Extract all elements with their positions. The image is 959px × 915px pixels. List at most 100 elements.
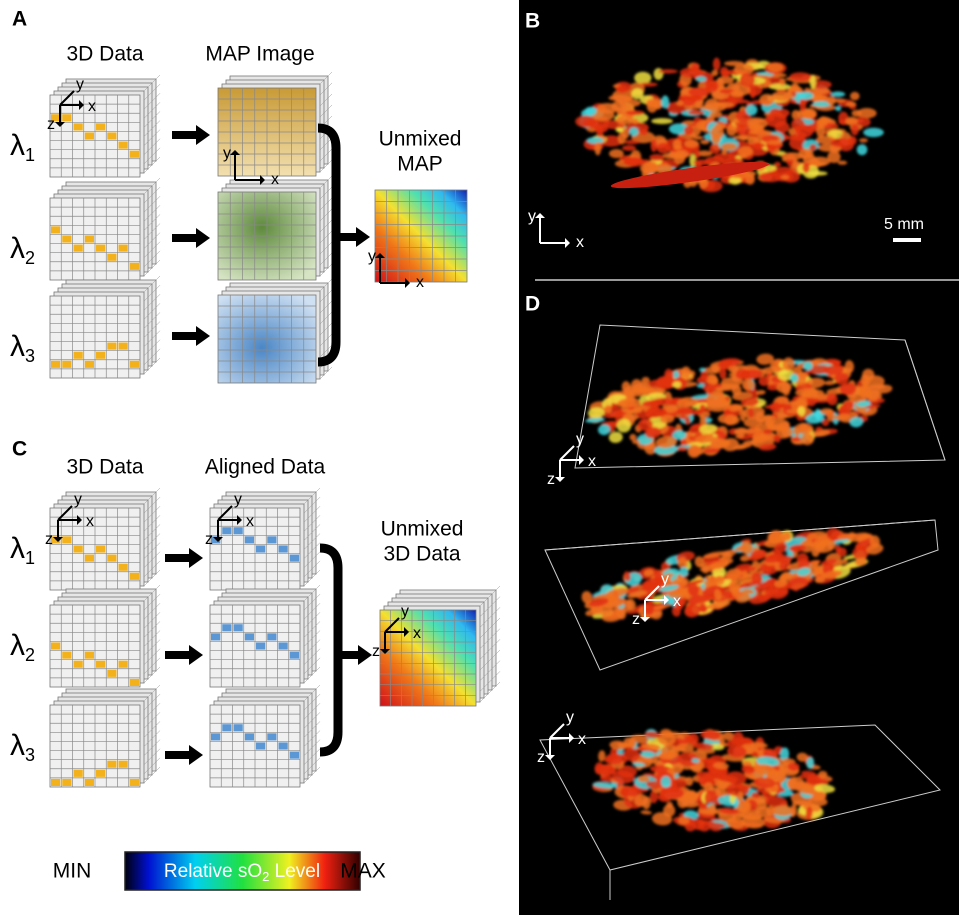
vessel — [609, 149, 624, 158]
symbol: λ — [10, 729, 25, 762]
axis-label: y — [576, 431, 584, 448]
grid — [148, 366, 152, 370]
grid — [156, 524, 160, 528]
grid — [496, 661, 500, 665]
vessel — [774, 162, 781, 167]
vessel — [798, 92, 813, 100]
voxel — [290, 555, 299, 562]
vessel — [626, 110, 645, 115]
grid — [328, 264, 332, 268]
grid — [156, 685, 160, 689]
axis-label: x — [588, 453, 596, 470]
grid — [328, 301, 332, 305]
cube-layer — [380, 610, 476, 706]
grid — [324, 164, 328, 168]
grid — [156, 148, 160, 152]
grid — [156, 358, 160, 362]
colorbar-max: MAX — [340, 860, 386, 883]
grid — [312, 574, 316, 578]
voxel — [85, 779, 94, 786]
grid — [496, 597, 500, 601]
vessel — [676, 100, 684, 106]
grid — [156, 75, 160, 79]
vessel — [739, 135, 747, 140]
axis-label: x — [578, 731, 586, 748]
result-label: MAP — [397, 153, 443, 176]
voxel — [256, 642, 265, 649]
grid — [156, 340, 160, 344]
grid — [316, 585, 320, 589]
axis-label: y — [223, 145, 231, 162]
panel-label: B — [525, 10, 540, 33]
axis-label: z — [372, 643, 380, 660]
grid — [496, 682, 500, 686]
axis-label: y — [528, 208, 536, 225]
grid — [316, 561, 320, 565]
vessel — [730, 90, 744, 97]
grid — [328, 198, 332, 202]
axis-label: x — [246, 513, 254, 530]
grid — [304, 679, 308, 683]
grid — [156, 658, 160, 662]
vessel — [651, 139, 658, 152]
voxel — [256, 545, 265, 552]
vessel — [684, 126, 694, 135]
grid — [156, 260, 160, 264]
voxel — [96, 123, 105, 130]
panel-label: A — [12, 8, 27, 31]
result-label: 3D Data — [383, 543, 460, 566]
grid — [316, 649, 320, 653]
voxel — [96, 352, 105, 359]
title: Level — [269, 861, 320, 882]
vessel — [781, 175, 790, 179]
grid — [148, 578, 152, 582]
voxel — [85, 652, 94, 659]
grid — [156, 214, 160, 218]
grid — [156, 552, 160, 556]
arrow-head — [189, 745, 203, 765]
voxel — [130, 573, 139, 580]
voxel — [107, 343, 116, 350]
grid — [156, 294, 160, 298]
vessel — [803, 163, 810, 173]
voxel — [85, 361, 94, 368]
vessel — [859, 138, 868, 142]
axis-label: y — [368, 248, 376, 265]
subscript: 2 — [262, 869, 269, 884]
panel-label: D — [525, 293, 540, 316]
vessel — [759, 94, 774, 106]
vessel — [770, 108, 781, 116]
grid — [156, 178, 160, 182]
grid — [320, 168, 324, 172]
grid — [156, 233, 160, 237]
vessel — [851, 124, 859, 135]
subscript: 1 — [25, 145, 35, 165]
column-header: MAP Image — [205, 43, 314, 66]
voxel — [279, 742, 288, 749]
subscript: 3 — [25, 346, 35, 366]
vessel — [640, 129, 648, 136]
voxel — [96, 245, 105, 252]
vessel — [616, 115, 634, 124]
grid — [316, 640, 320, 644]
grid — [496, 671, 500, 675]
grid — [328, 116, 332, 120]
voxel — [74, 245, 83, 252]
voxel — [222, 527, 231, 534]
voxel — [267, 633, 276, 640]
arrow-head — [189, 645, 203, 665]
arrow-head — [189, 548, 203, 568]
voxel — [279, 545, 288, 552]
grid — [156, 121, 160, 125]
grid — [156, 331, 160, 335]
grid — [328, 334, 332, 338]
vessel — [629, 127, 638, 136]
grid — [316, 612, 320, 616]
grid — [316, 740, 320, 744]
vessel — [795, 124, 813, 137]
vessel — [768, 83, 790, 89]
grid — [156, 251, 160, 255]
grid — [496, 607, 500, 611]
scale-bar-label: 5 mm — [884, 216, 924, 233]
axis-label: y — [661, 571, 669, 588]
